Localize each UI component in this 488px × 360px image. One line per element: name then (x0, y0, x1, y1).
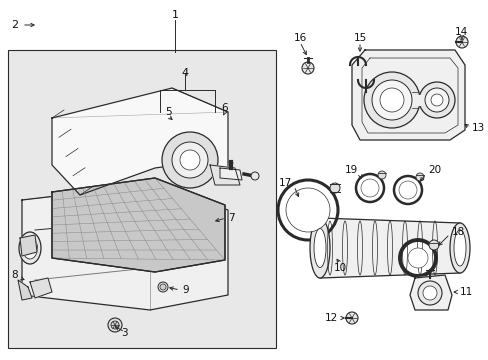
Circle shape (424, 88, 448, 112)
Circle shape (158, 282, 168, 292)
Polygon shape (409, 275, 451, 310)
Polygon shape (319, 218, 459, 278)
Ellipse shape (19, 232, 41, 264)
Circle shape (417, 281, 441, 305)
Text: 16: 16 (293, 33, 306, 43)
Circle shape (430, 94, 442, 106)
Circle shape (329, 183, 339, 193)
Text: 18: 18 (451, 227, 464, 237)
Circle shape (355, 174, 383, 202)
Text: 14: 14 (454, 27, 468, 37)
Circle shape (363, 72, 419, 128)
Ellipse shape (22, 237, 38, 259)
Polygon shape (52, 178, 224, 272)
Circle shape (302, 62, 313, 74)
Ellipse shape (313, 229, 325, 267)
Circle shape (393, 176, 421, 204)
Text: 10: 10 (333, 263, 346, 273)
Circle shape (346, 312, 357, 324)
Circle shape (278, 180, 337, 240)
Polygon shape (20, 235, 37, 256)
Polygon shape (209, 165, 240, 185)
Text: 3: 3 (121, 328, 128, 338)
Text: 15: 15 (353, 33, 366, 43)
Circle shape (162, 132, 218, 188)
Polygon shape (22, 185, 227, 310)
Circle shape (398, 181, 416, 199)
Circle shape (172, 142, 207, 178)
Text: 6: 6 (221, 103, 228, 113)
Circle shape (418, 82, 454, 118)
Circle shape (407, 248, 427, 268)
Text: 13: 13 (471, 123, 484, 133)
Bar (8, 50, 275, 348)
Polygon shape (351, 50, 464, 140)
Circle shape (360, 179, 378, 197)
Circle shape (371, 80, 411, 120)
Text: 19: 19 (344, 165, 357, 175)
Polygon shape (30, 278, 52, 298)
Polygon shape (18, 280, 32, 300)
Circle shape (415, 173, 423, 181)
Circle shape (250, 172, 259, 180)
Polygon shape (220, 168, 242, 180)
Text: 1: 1 (171, 10, 178, 20)
Text: 12: 12 (324, 313, 337, 323)
Circle shape (455, 36, 467, 48)
Circle shape (377, 171, 385, 179)
Text: 7: 7 (227, 213, 234, 223)
Ellipse shape (449, 223, 469, 273)
Text: 2: 2 (11, 20, 19, 30)
Text: 17: 17 (278, 178, 291, 188)
Text: 20: 20 (427, 165, 440, 175)
Polygon shape (52, 88, 227, 195)
Circle shape (160, 284, 165, 290)
Ellipse shape (453, 230, 465, 266)
Text: 5: 5 (164, 107, 171, 117)
Circle shape (422, 286, 436, 300)
Text: 11: 11 (459, 287, 472, 297)
Circle shape (379, 88, 403, 112)
Circle shape (180, 150, 200, 170)
Text: 9: 9 (182, 285, 188, 295)
Circle shape (285, 188, 329, 232)
Text: 4: 4 (181, 68, 188, 78)
Circle shape (111, 321, 119, 329)
Circle shape (399, 240, 435, 276)
Ellipse shape (309, 218, 329, 278)
Circle shape (108, 318, 122, 332)
Circle shape (428, 240, 438, 250)
Text: 8: 8 (12, 270, 18, 280)
